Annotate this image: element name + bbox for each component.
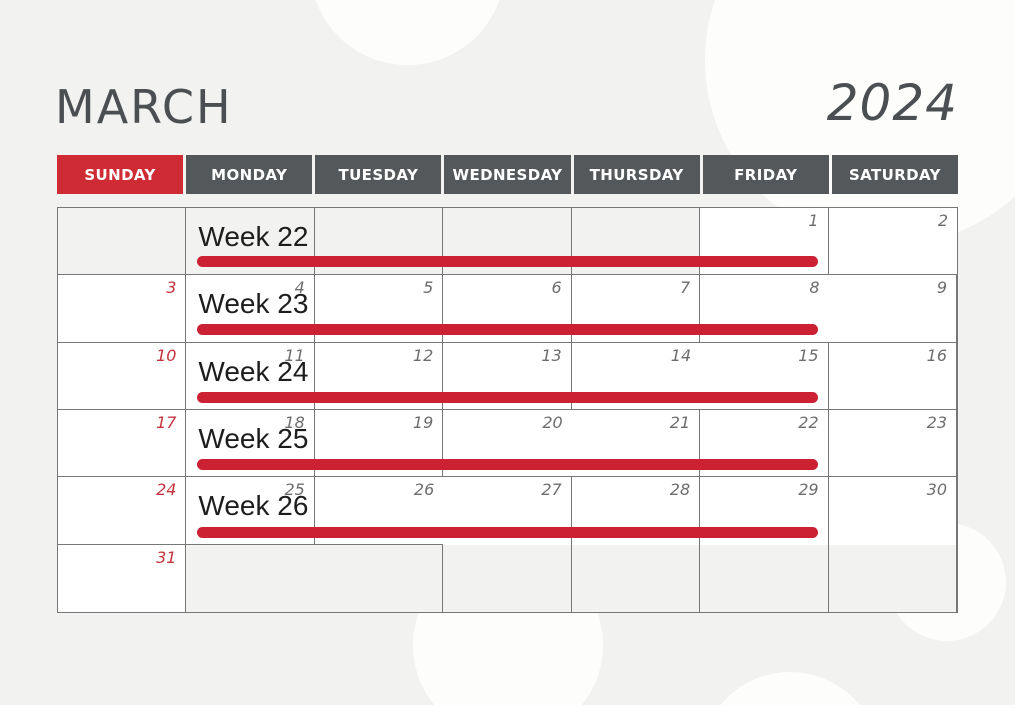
day-cell-empty [828, 544, 957, 612]
decor-circle-top-center [310, 0, 505, 65]
week-highlight-bar [197, 256, 818, 268]
week-label: Week 22 [198, 221, 309, 252]
day-cell-17: 17 [58, 410, 187, 478]
week-label: Week 23 [198, 288, 309, 320]
day-cell-9: 9 [828, 275, 957, 343]
date-number: 9 [936, 278, 947, 298]
date-number: 8 [809, 278, 820, 298]
date-number: 4 [294, 278, 305, 298]
week-label: Week 26 [198, 490, 309, 522]
day-cell-3: 3 [58, 275, 187, 343]
date-number: 28 [669, 480, 691, 500]
day-cell-24: 24 [58, 477, 187, 545]
date-number: 18 [284, 413, 305, 432]
day-cell-31: 31 [58, 544, 187, 612]
date-number: 22 [798, 413, 819, 432]
day-cell-empty [443, 544, 572, 612]
day-cell-empty [58, 208, 187, 276]
day-cell-16: 16 [828, 342, 957, 410]
date-number: 21 [669, 413, 691, 432]
week-label: Week 25 [198, 423, 309, 454]
date-number: 24 [156, 480, 177, 500]
date-number: 13 [541, 345, 562, 365]
week-highlight-bar [197, 459, 818, 471]
date-number: 19 [412, 413, 434, 432]
week-highlight-bar [197, 323, 818, 335]
date-number: 6 [551, 278, 562, 298]
date-number: 31 [156, 547, 177, 567]
weekday-header-wednesday: WEDNESDAY [444, 155, 571, 194]
date-number: 10 [156, 345, 177, 365]
day-cell-empty [314, 544, 444, 612]
day-cell-2: 2 [828, 208, 957, 276]
date-number: 20 [542, 413, 563, 432]
day-cell-30: 30 [828, 477, 957, 545]
date-number: 15 [798, 345, 819, 365]
day-cell-10: 10 [58, 342, 187, 410]
date-number: 23 [926, 413, 947, 432]
weekday-header-saturday: SATURDAY [831, 155, 958, 194]
calendar-grid: Week 22 1 2 3 4 Week 23 5 6 7 8 9 10 11 Week 24 12 13 14… [57, 207, 958, 613]
date-number: 27 [541, 480, 562, 500]
day-cell-23: 23 [828, 410, 957, 478]
date-number: 14 [670, 345, 692, 365]
weekday-header-thursday: THURSDAY [573, 155, 700, 194]
date-number: 25 [284, 480, 305, 500]
date-number: 26 [413, 480, 435, 500]
calendar-page: MARCH 2024 SUNDAY MONDAY TUESDAY WEDNESDAY T… [0, 0, 1015, 705]
weekday-header-row: SUNDAY MONDAY TUESDAY WEDNESDAY THURSDAY FRID… [57, 155, 958, 194]
day-cell-empty [700, 544, 829, 612]
calendar: SUNDAY MONDAY TUESDAY WEDNESDAY THURSDAY FRID… [57, 155, 958, 613]
day-cell-empty [186, 544, 315, 612]
date-number: 2 [937, 211, 948, 230]
date-number: 17 [156, 413, 177, 432]
date-number: 12 [412, 345, 434, 365]
date-number: 7 [679, 278, 691, 298]
week-highlight-bar [197, 526, 818, 538]
weekday-header-sunday: SUNDAY [57, 155, 184, 194]
date-number: 16 [926, 345, 947, 365]
date-number: 11 [284, 345, 305, 365]
year-title: 2024 [826, 74, 958, 132]
weekday-header-friday: FRIDAY [702, 155, 829, 194]
week-highlight-bar [197, 391, 818, 403]
weekday-header-tuesday: TUESDAY [315, 155, 442, 194]
weekday-header-monday: MONDAY [186, 155, 313, 194]
week-label: Week 24 [198, 355, 309, 387]
day-cell-empty [571, 544, 701, 612]
date-number: 29 [798, 480, 819, 500]
decor-circle-bottom-right [700, 672, 880, 705]
date-number: 30 [926, 480, 947, 500]
date-number: 3 [166, 278, 177, 298]
date-number: 1 [808, 211, 819, 230]
month-title: MARCH [55, 80, 233, 134]
date-number: 5 [423, 278, 434, 298]
